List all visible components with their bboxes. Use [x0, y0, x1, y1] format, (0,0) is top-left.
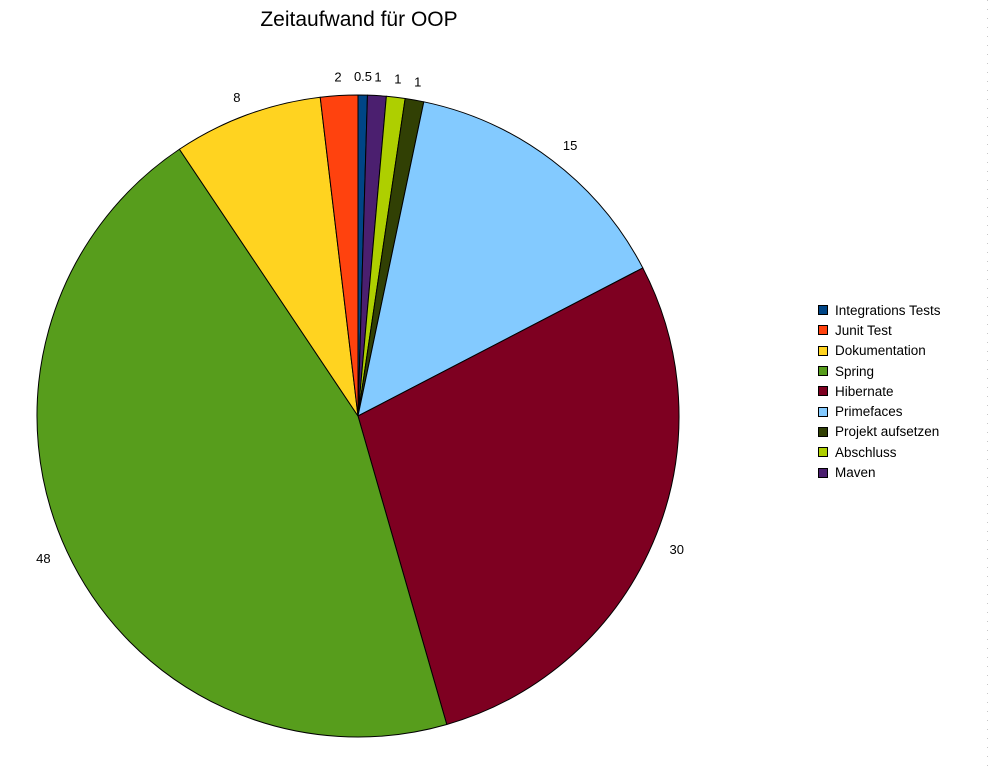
data-label-integrations-tests: 0.5 — [354, 69, 372, 84]
pie-slice-spring — [36, 148, 448, 738]
data-label-hibernate: 30 — [669, 542, 683, 557]
data-label-spring: 48 — [36, 551, 50, 566]
data-label-maven: 1 — [374, 70, 381, 85]
legend-swatch — [818, 447, 828, 458]
legend-item-integrations-tests: Integrations Tests — [818, 300, 941, 320]
legend-label: Spring — [835, 363, 875, 379]
data-label-projekt-aufsetzen: 1 — [414, 74, 421, 89]
legend-label: Abschluss — [835, 444, 897, 460]
legend-swatch — [818, 345, 828, 356]
legend-swatch — [818, 305, 828, 316]
legend-label: Integrations Tests — [835, 302, 941, 318]
pie-slice-hibernate — [357, 267, 680, 725]
legend-label: Junit Test — [835, 322, 892, 338]
legend-item-junit-test: Junit Test — [818, 320, 941, 340]
legend: Integrations Tests Junit Test Dokumentatio… — [818, 300, 941, 483]
legend-swatch — [818, 467, 828, 478]
legend-item-abschluss: Abschluss — [818, 442, 941, 462]
data-label-dokumentation: 8 — [233, 90, 240, 105]
data-label-abschluss: 1 — [394, 71, 401, 86]
legend-item-hibernate: Hibernate — [818, 381, 941, 401]
legend-item-maven: Maven — [818, 462, 941, 482]
legend-label: Projekt aufsetzen — [835, 424, 940, 440]
pie-slice-primefaces — [357, 101, 644, 417]
legend-label: Hibernate — [835, 383, 894, 399]
legend-item-projekt-aufsetzen: Projekt aufsetzen — [818, 422, 941, 442]
data-label-primefaces: 15 — [563, 138, 577, 153]
pie-slice-junit-test — [319, 94, 359, 417]
chart-title: Zeitaufwand für OOP — [260, 8, 458, 31]
legend-label: Maven — [835, 465, 876, 481]
legend-swatch — [818, 325, 828, 336]
legend-item-spring: Spring — [818, 361, 941, 381]
legend-item-primefaces: Primefaces — [818, 401, 941, 421]
legend-swatch — [818, 426, 828, 437]
data-label-junit-test: 2 — [334, 70, 341, 85]
legend-label: Primefaces — [835, 404, 903, 420]
legend-swatch — [818, 386, 828, 397]
legend-item-dokumentation: Dokumentation — [818, 341, 941, 361]
pie-slice-dokumentation — [178, 96, 359, 417]
legend-swatch — [818, 406, 828, 417]
legend-swatch — [818, 366, 828, 377]
legend-label: Dokumentation — [835, 343, 926, 359]
